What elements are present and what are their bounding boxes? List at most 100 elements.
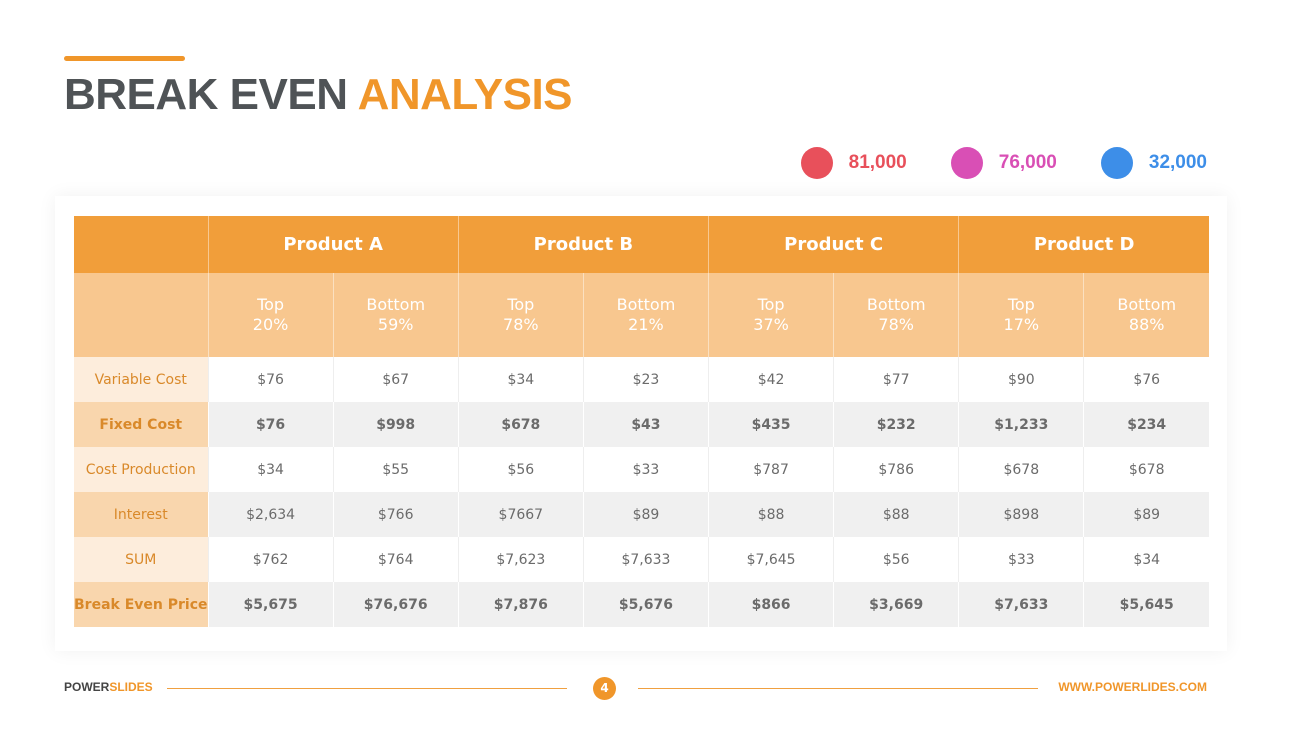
cell: $33 <box>582 447 709 492</box>
cell: $42 <box>707 357 834 402</box>
title: BREAK EVEN ANALYSIS <box>64 70 573 120</box>
cell: $2,634 <box>207 492 334 537</box>
subheader-cell: Bottom 21% <box>582 273 709 357</box>
cell: $76 <box>207 357 334 402</box>
cell: $7,633 <box>958 582 1084 627</box>
product-header: Product D <box>958 216 1209 273</box>
subheader-pct: 37% <box>753 315 789 334</box>
data-row: Break Even Price $5,675 $76,676 $7,876 $5,67… <box>74 582 1209 627</box>
cell: $786 <box>833 447 959 492</box>
subheader-pct: 78% <box>878 315 914 334</box>
cell: $7,623 <box>457 537 584 582</box>
product-header: Product C <box>707 216 959 273</box>
row-label: Interest <box>74 492 208 537</box>
cell: $7667 <box>457 492 584 537</box>
subheader-row: Top 20% Bottom 59% Top 78% Bottom 21% Top 37% Bott… <box>74 273 1209 357</box>
stat-icon <box>950 147 983 179</box>
footer-line <box>167 688 567 689</box>
stat: 81,000 <box>800 147 907 179</box>
cell: $34 <box>207 447 334 492</box>
subheader-label: Top <box>1007 295 1035 314</box>
stats: 81,000 76,000 32,000 <box>800 147 1207 179</box>
cell: $678 <box>1083 447 1209 492</box>
cell: $5,645 <box>1083 582 1209 627</box>
cell: $76 <box>207 402 334 447</box>
stat: 32,000 <box>1100 147 1207 179</box>
stat-value: 76,000 <box>998 152 1057 173</box>
cell: $77 <box>833 357 959 402</box>
product-header: Product A <box>207 216 459 273</box>
cell: $898 <box>958 492 1084 537</box>
cell: $88 <box>707 492 834 537</box>
data-row: Fixed Cost $76 $998 $678 $43 $435 $232 $1,233 $2… <box>74 402 1209 447</box>
footer-line <box>638 688 1038 689</box>
title-accent: ANALYSIS <box>357 70 573 119</box>
subheader-label: Bottom <box>866 295 926 314</box>
cell: $34 <box>457 357 584 402</box>
row-label: Break Even Price <box>74 582 208 627</box>
cell: $1,233 <box>958 402 1084 447</box>
cell: $998 <box>332 402 459 447</box>
subheader-cell: Top 17% <box>958 273 1084 357</box>
cell: $435 <box>707 402 834 447</box>
stat: 76,000 <box>950 147 1057 179</box>
subheader-label: Top <box>507 295 535 314</box>
url: WWW.POWERLIDES.COM <box>1058 680 1207 694</box>
cell: $678 <box>457 402 584 447</box>
row-label: Variable Cost <box>74 357 208 402</box>
header-row: Product A Product B Product C Product D <box>74 216 1209 273</box>
subheader-pct: 59% <box>377 315 414 334</box>
subheader-pct: 88% <box>1128 315 1165 334</box>
stat-value: 32,000 <box>1148 152 1207 173</box>
page-number: 4 <box>593 677 616 700</box>
cell: $5,675 <box>207 582 334 627</box>
cell: $5,676 <box>582 582 709 627</box>
title-dark: BREAK EVEN <box>64 70 348 119</box>
subheader-cell: Top 20% <box>207 273 334 357</box>
subheader-cell: Bottom 78% <box>833 273 959 357</box>
cell: $3,669 <box>833 582 959 627</box>
subheader-pct: 78% <box>503 315 539 334</box>
cell: $866 <box>707 582 834 627</box>
cell: $76,676 <box>332 582 459 627</box>
cell: $67 <box>332 357 459 402</box>
row-label: Fixed Cost <box>74 402 208 447</box>
subheader-pct: 21% <box>628 315 664 334</box>
cell: $787 <box>707 447 834 492</box>
cell: $7,876 <box>457 582 584 627</box>
subheader-cell: Bottom 88% <box>1083 273 1209 357</box>
cell: $7,645 <box>707 537 834 582</box>
cell: $33 <box>958 537 1084 582</box>
corner-cell <box>74 216 208 273</box>
product-header: Product B <box>457 216 709 273</box>
cell: $55 <box>332 447 459 492</box>
cell: $88 <box>833 492 959 537</box>
subheader-label: Bottom <box>1117 295 1177 314</box>
cell: $762 <box>207 537 334 582</box>
brand: POWERSLIDES <box>64 680 153 694</box>
data-row: SUM $762 $764 $7,623 $7,633 $7,645 $56 $33 $34 <box>74 537 1209 582</box>
subheader-pct: 17% <box>1003 315 1040 334</box>
cell: $89 <box>582 492 709 537</box>
subheader-label: Bottom <box>366 295 426 314</box>
cell: $34 <box>1083 537 1209 582</box>
subheader-cell: Top 37% <box>707 273 834 357</box>
cell: $23 <box>582 357 709 402</box>
subheader-cell: Bottom 59% <box>332 273 459 357</box>
subheader-label: Top <box>257 295 285 314</box>
brand-dark: POWER <box>64 680 110 694</box>
subheader-cell: Top 78% <box>457 273 584 357</box>
corner-cell <box>74 273 208 357</box>
stat-value: 81,000 <box>848 152 907 173</box>
stat-icon <box>800 147 833 179</box>
accent-bar <box>64 56 185 61</box>
cell: $56 <box>833 537 959 582</box>
subheader-label: Bottom <box>616 295 676 314</box>
brand-accent: SLIDES <box>109 680 153 694</box>
stat-icon <box>1100 147 1133 179</box>
cell: $7,633 <box>582 537 709 582</box>
cell: $89 <box>1083 492 1209 537</box>
data-row: Interest $2,634 $766 $7667 $89 $88 $88 $898 $89 <box>74 492 1209 537</box>
cell: $232 <box>833 402 959 447</box>
row-label: SUM <box>74 537 208 582</box>
